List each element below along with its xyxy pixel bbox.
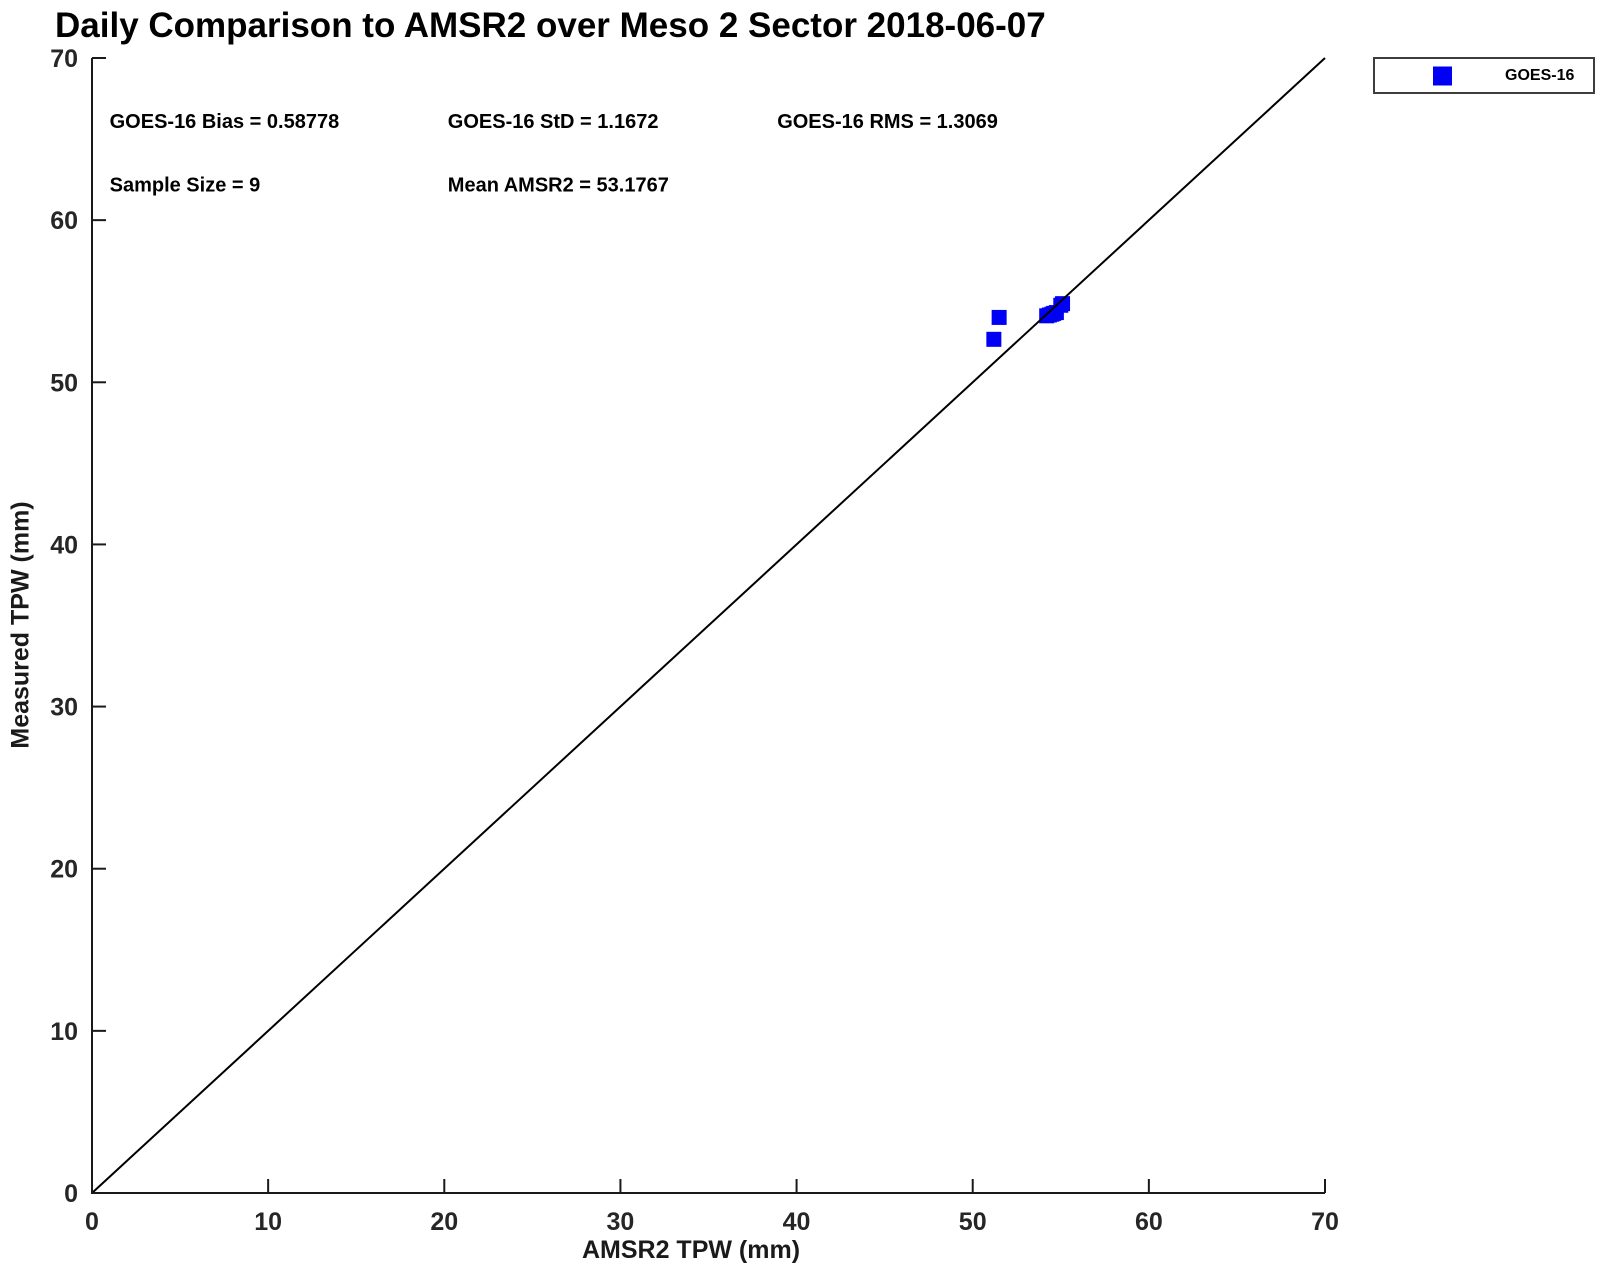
y-tick-label: 40 (50, 531, 78, 559)
y-tick-label: 30 (50, 694, 78, 722)
x-tick-label: 30 (607, 1208, 635, 1236)
stat-annotation: GOES-16 StD = 1.1672 (448, 111, 659, 133)
stat-annotation: GOES-16 RMS = 1.3069 (777, 111, 998, 133)
y-tick-label: 0 (64, 1180, 78, 1208)
legend-marker-square-icon (1433, 66, 1452, 85)
x-tick-label: 0 (85, 1208, 99, 1236)
x-tick-label: 40 (783, 1208, 811, 1236)
chart-title: Daily Comparison to AMSR2 over Meso 2 Se… (55, 6, 1046, 45)
y-tick-label: 50 (50, 369, 78, 397)
legend: GOES-16 (1373, 57, 1595, 94)
data-point (986, 331, 1002, 347)
stat-annotation: Mean AMSR2 = 53.1767 (448, 174, 669, 196)
x-tick-label: 60 (1135, 1208, 1163, 1236)
y-tick-label: 60 (50, 207, 78, 235)
data-point (1055, 296, 1071, 312)
y-axis-label: Measured TPW (mm) (6, 501, 35, 749)
y-tick-label: 10 (50, 1018, 78, 1046)
x-tick-label: 70 (1311, 1208, 1339, 1236)
legend-label: GOES-16 (1505, 66, 1575, 84)
stat-annotation: GOES-16 Bias = 0.58778 (110, 111, 340, 133)
data-point (991, 309, 1007, 325)
y-tick-label: 70 (50, 45, 78, 73)
x-axis-label: AMSR2 TPW (mm) (581, 1236, 801, 1264)
stat-annotation: Sample Size = 9 (110, 174, 261, 196)
x-tick-label: 50 (959, 1208, 987, 1236)
x-tick-label: 10 (254, 1208, 282, 1236)
x-tick-label: 20 (430, 1208, 458, 1236)
y-tick-label: 20 (50, 856, 78, 884)
identity-line (91, 57, 1326, 1194)
